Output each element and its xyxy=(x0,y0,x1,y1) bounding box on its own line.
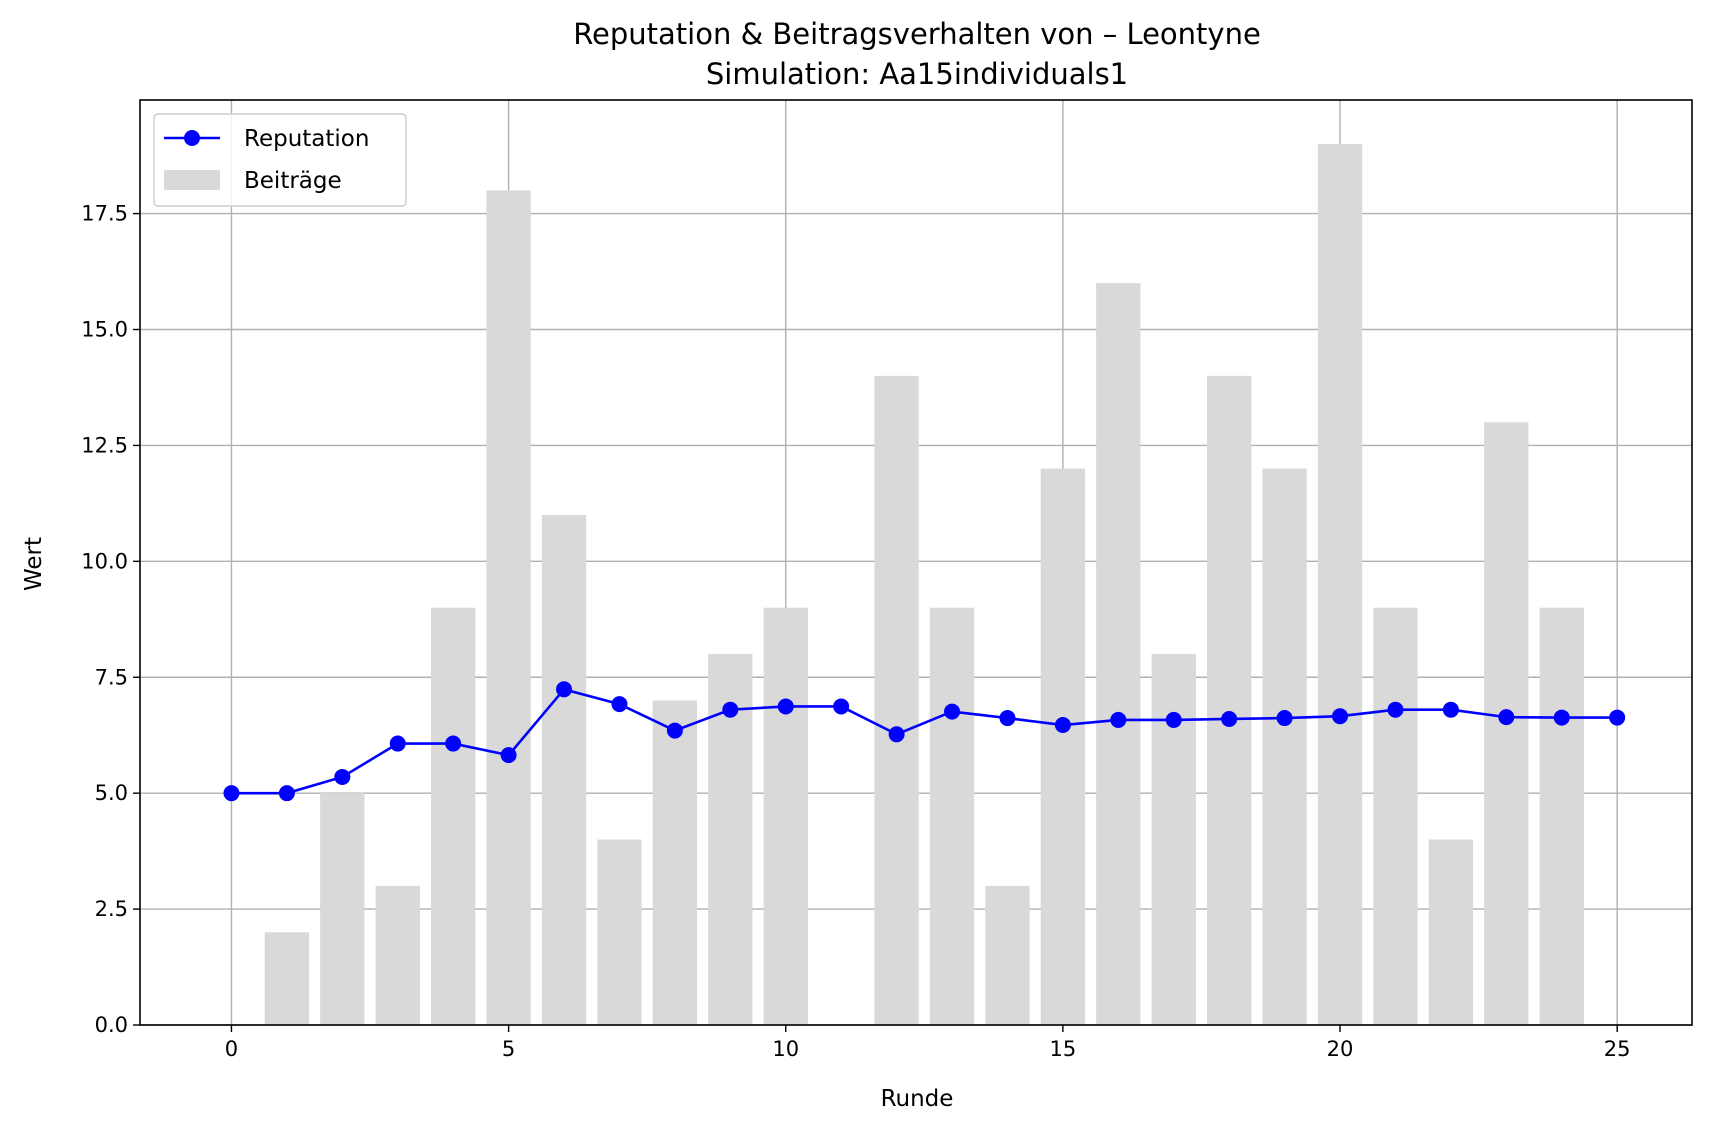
y-tick-label: 0.0 xyxy=(95,1013,128,1037)
reputation-point xyxy=(611,696,628,713)
reputation-point xyxy=(1387,701,1404,718)
reputation-point xyxy=(722,701,739,718)
legend-marker-swatch xyxy=(184,130,200,146)
reputation-point xyxy=(833,698,850,715)
y-tick-label: 10.0 xyxy=(81,549,128,573)
contribution-bar xyxy=(1207,375,1252,1025)
contribution-bar xyxy=(1096,283,1141,1025)
x-tick-label: 15 xyxy=(1050,1037,1077,1061)
contribution-bar xyxy=(652,700,698,1025)
contribution-bar xyxy=(431,607,476,1025)
reputation-point xyxy=(1609,709,1626,726)
reputation-point xyxy=(500,747,517,764)
chart-title: Reputation & Beitragsverhalten von – Leo… xyxy=(573,17,1261,51)
chart-subtitle: Simulation: Aa15individuals1 xyxy=(706,57,1128,91)
reputation-point xyxy=(1498,709,1515,726)
y-axis-label: Wert xyxy=(21,537,47,591)
contribution-bar xyxy=(1262,468,1307,1025)
contribution-bar xyxy=(264,932,310,1025)
y-tick-label: 17.5 xyxy=(81,202,128,226)
reputation-point xyxy=(944,703,961,720)
reputation-point xyxy=(1054,717,1071,734)
plot-frame xyxy=(139,99,1693,1026)
contribution-bar xyxy=(985,885,1030,1025)
x-tick-label: 20 xyxy=(1327,1037,1354,1061)
y-tick-label: 5.0 xyxy=(95,781,128,805)
reputation-point xyxy=(1553,709,1570,726)
x-tick-label: 0 xyxy=(225,1037,238,1061)
reputation-line xyxy=(231,687,1618,795)
contribution-bar xyxy=(874,375,919,1025)
y-tick-label: 7.5 xyxy=(95,665,128,689)
reputation-point xyxy=(1332,708,1349,725)
reputation-point xyxy=(389,735,406,752)
contribution-bar xyxy=(541,514,587,1025)
x-tick-label: 25 xyxy=(1604,1037,1631,1061)
y-tick-label: 2.5 xyxy=(95,897,128,921)
reputation-point xyxy=(1442,701,1459,718)
legend-label-contributions: Beiträge xyxy=(244,168,342,194)
legend: Reputation Beiträge xyxy=(153,113,407,207)
reputation-series xyxy=(223,681,1626,802)
reputation-point xyxy=(1221,710,1238,727)
reputation-point xyxy=(445,735,462,752)
reputation-point xyxy=(777,698,794,715)
reputation-point xyxy=(666,722,683,739)
contribution-bar xyxy=(763,607,808,1025)
reputation-point xyxy=(223,785,240,802)
reputation-point xyxy=(1276,710,1293,727)
contribution-bar xyxy=(1373,607,1418,1025)
bars xyxy=(264,144,1584,1026)
contribution-bar xyxy=(486,190,531,1026)
contribution-bar xyxy=(597,839,642,1025)
reputation-point xyxy=(1165,711,1182,728)
contribution-bar xyxy=(1428,839,1474,1025)
reputation-point xyxy=(556,681,573,698)
y-axis-ticks: 0.0 2.5 5.0 7.5 10.0 12.5 15.0 17.5 xyxy=(81,202,140,1037)
x-tick-label: 10 xyxy=(772,1037,799,1061)
legend-label-reputation: Reputation xyxy=(244,126,369,152)
contribution-bar xyxy=(1317,144,1363,1026)
reputation-point xyxy=(334,768,351,785)
contribution-bar xyxy=(1040,468,1086,1025)
reputation-point xyxy=(888,726,905,743)
x-tick-label: 5 xyxy=(502,1037,515,1061)
legend-bar-swatch xyxy=(164,170,220,190)
x-axis-label: Runde xyxy=(881,1086,954,1112)
reputation-point xyxy=(1110,711,1127,728)
contribution-bar xyxy=(375,885,420,1025)
y-tick-label: 15.0 xyxy=(81,318,128,342)
contribution-bar xyxy=(320,793,365,1025)
x-axis-ticks: 0 5 10 15 20 25 xyxy=(225,1025,1631,1061)
y-tick-label: 12.5 xyxy=(81,433,128,457)
contribution-bar xyxy=(929,607,975,1025)
reputation-point xyxy=(999,710,1016,727)
contribution-bar xyxy=(1539,607,1584,1025)
reputation-point xyxy=(278,785,295,802)
contribution-bar xyxy=(1151,654,1196,1025)
